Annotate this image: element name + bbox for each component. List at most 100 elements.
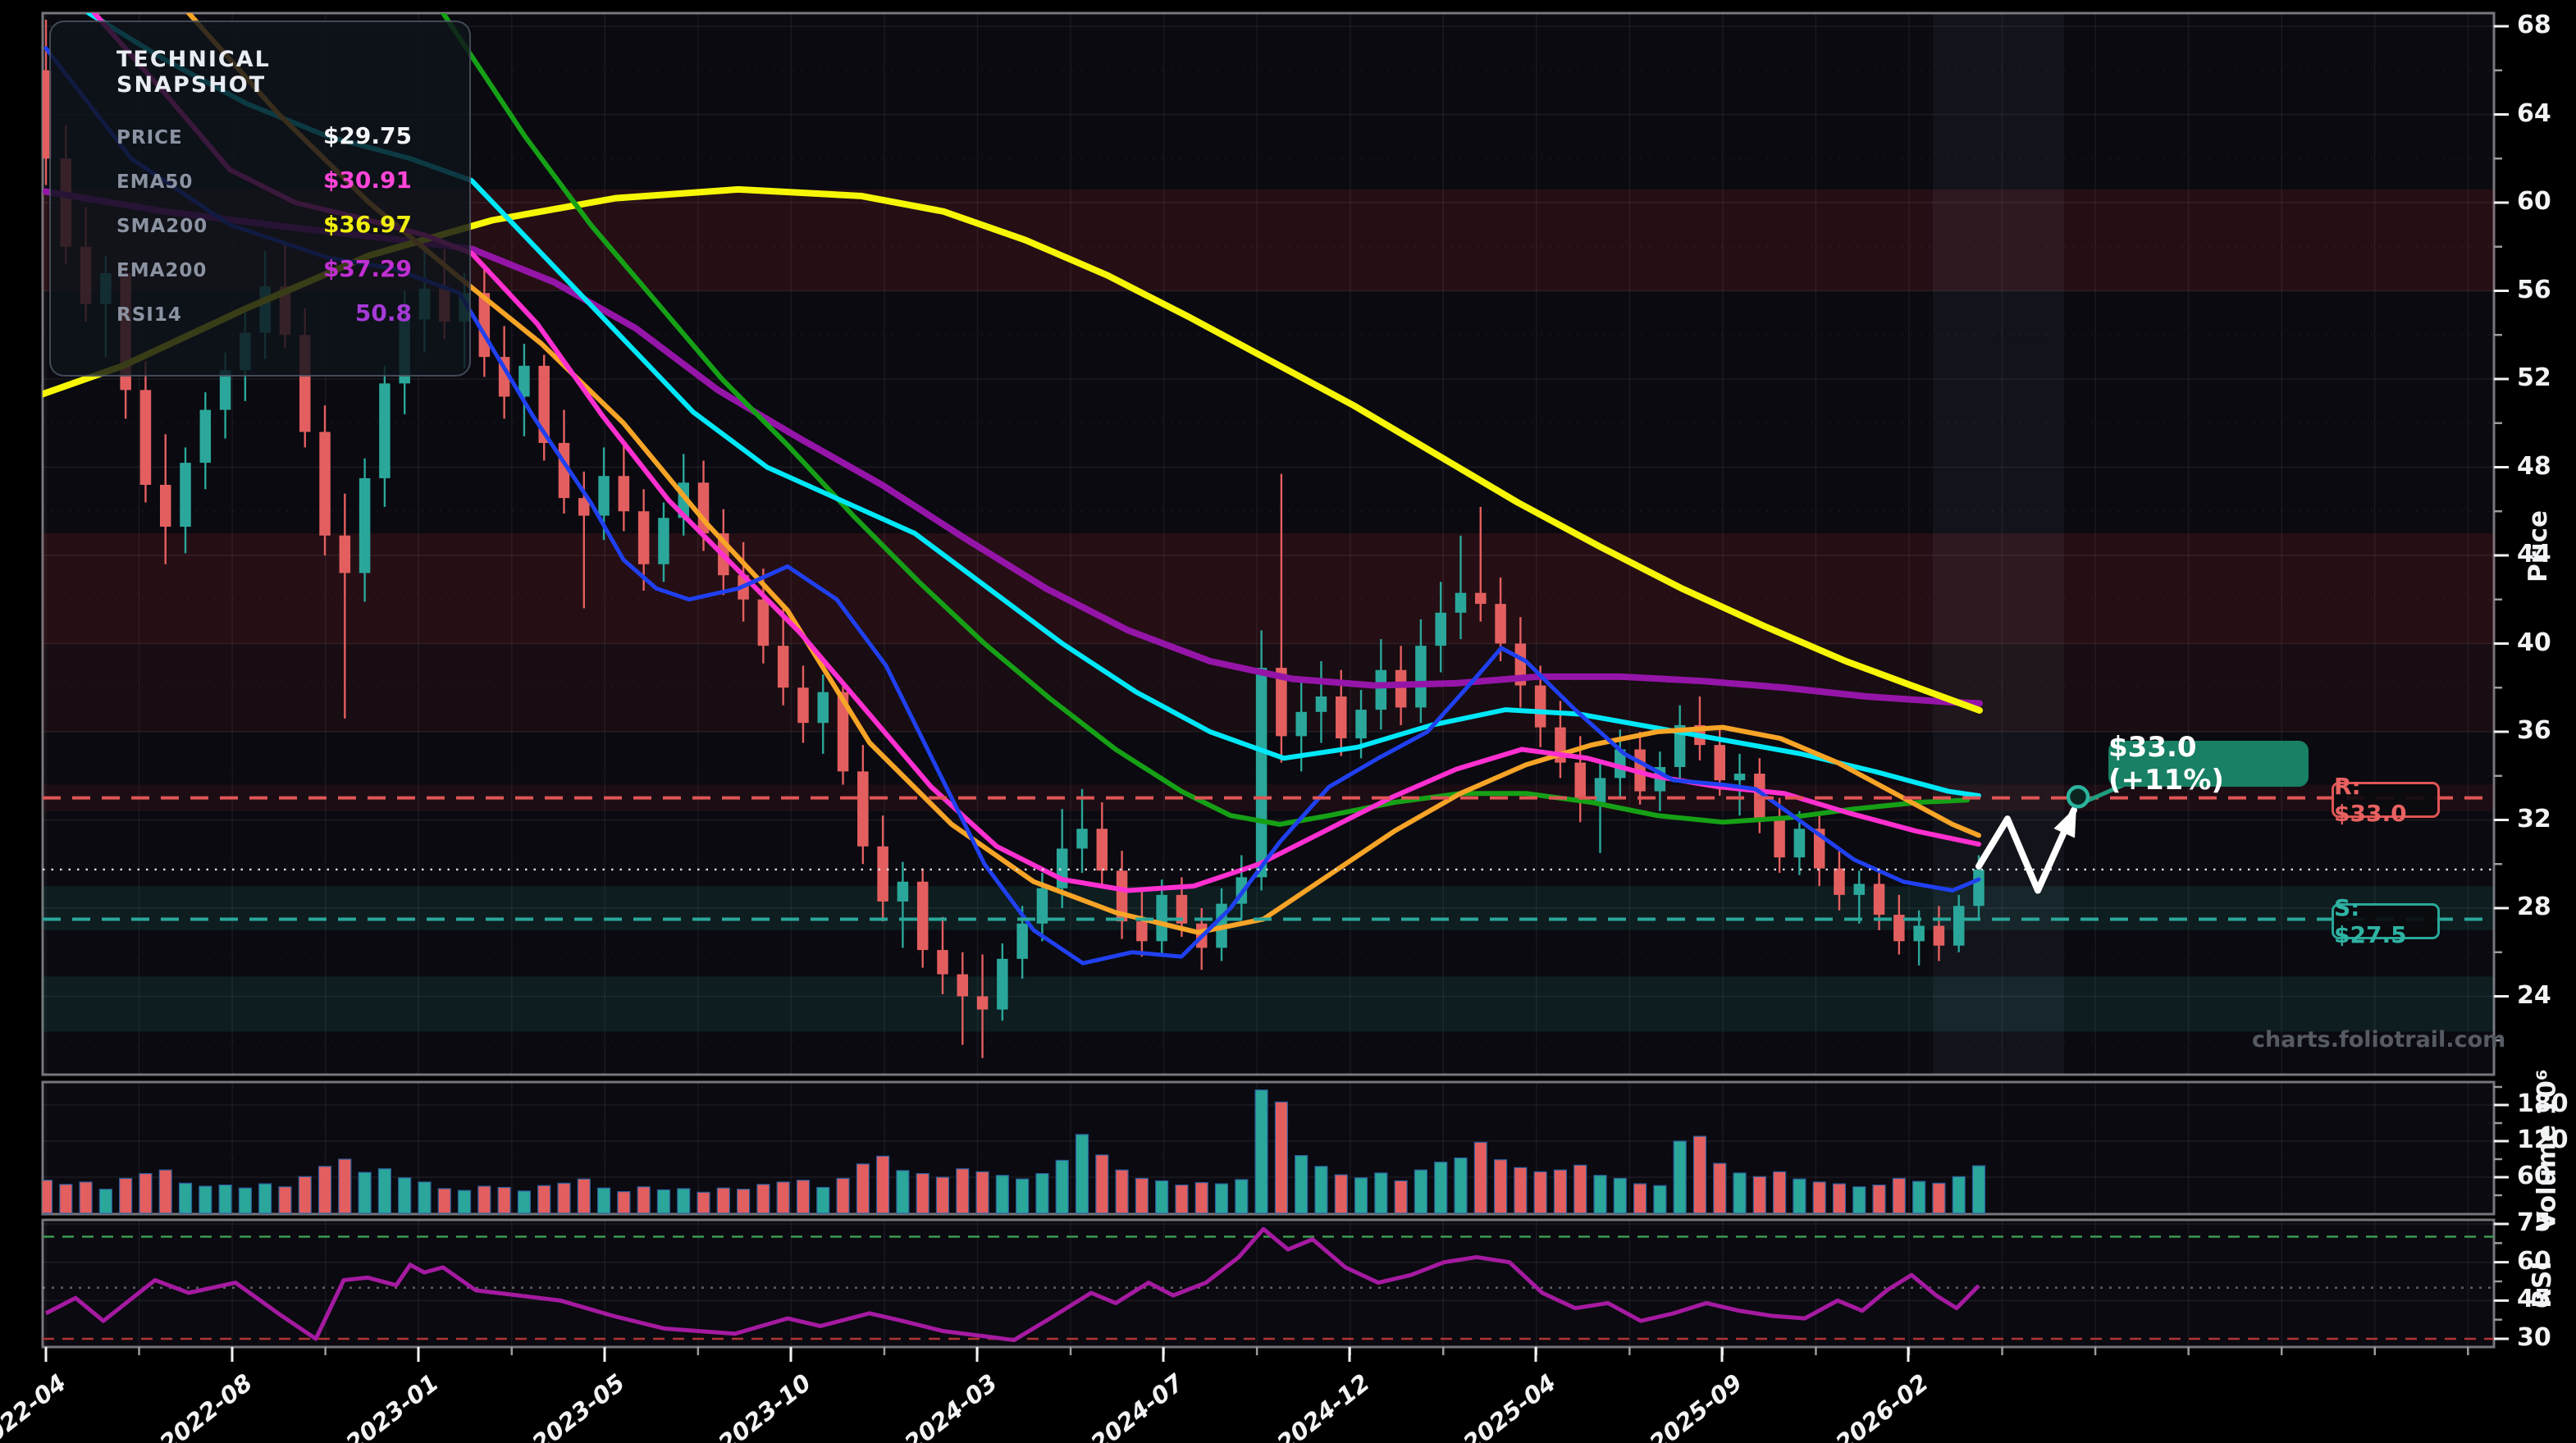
- volume-bar: [1514, 1167, 1528, 1214]
- ma-line-sma50: [441, 13, 1970, 827]
- price-tick-label: 64: [2517, 98, 2551, 128]
- snapshot-row-rsi14: RSI14 50.8: [116, 299, 412, 344]
- volume-bar: [537, 1185, 551, 1214]
- candle: [1156, 894, 1167, 942]
- volume-bar: [398, 1177, 412, 1214]
- volume-bar: [1175, 1184, 1189, 1214]
- candle: [1913, 925, 1925, 942]
- volume-bar: [836, 1177, 850, 1214]
- snapshot-row-ema200: EMA200 $37.29: [116, 255, 412, 299]
- volume-bar: [756, 1184, 770, 1214]
- volume-bar: [418, 1181, 432, 1214]
- price-tick-label: 24: [2517, 980, 2551, 1010]
- volume-bar: [1533, 1171, 1547, 1214]
- volume-bar: [1892, 1177, 1906, 1214]
- price-tick-label: 68: [2517, 11, 2551, 39]
- volume-bar: [896, 1170, 910, 1214]
- resistance-level-badge[interactable]: R: $33.0: [2332, 773, 2440, 827]
- volume-bar: [1434, 1162, 1448, 1214]
- price-tick-label: 28: [2517, 893, 2551, 921]
- volume-bar: [737, 1189, 751, 1214]
- candle: [1176, 894, 1188, 924]
- volume-bar: [98, 1189, 112, 1214]
- volume-bar: [1295, 1155, 1309, 1214]
- candle: [219, 370, 231, 410]
- candle: [618, 476, 630, 512]
- zone-band: [43, 533, 2494, 644]
- candle: [379, 383, 391, 478]
- volume-bar: [199, 1185, 212, 1214]
- volume-bar: [697, 1191, 710, 1214]
- candle: [1315, 696, 1327, 712]
- price-target-badge[interactable]: $33.0 (+11%): [2108, 731, 2309, 797]
- candle: [180, 463, 191, 527]
- snapshot-row-label: PRICE: [116, 127, 183, 148]
- volume-bar: [119, 1177, 133, 1214]
- candle: [837, 692, 849, 772]
- volume-bar: [1872, 1184, 1886, 1214]
- candle: [139, 390, 152, 485]
- volume-bar: [1473, 1141, 1487, 1214]
- volume-bar: [935, 1176, 950, 1214]
- volume-bar: [796, 1180, 811, 1214]
- volume-tick-label: 60: [2517, 1162, 2551, 1190]
- candle: [1793, 829, 1806, 858]
- candle: [916, 881, 929, 951]
- candle: [1834, 868, 1845, 895]
- volume-bar: [856, 1163, 870, 1214]
- target-marker: [2066, 785, 2090, 809]
- snapshot-row-sma200: SMA200 $36.97: [116, 211, 412, 255]
- rsi-tick-label: 60: [2517, 1246, 2551, 1276]
- candle: [1136, 921, 1148, 942]
- candle: [1096, 829, 1108, 871]
- volume-bar: [557, 1182, 571, 1214]
- price-tick-label: 48: [2517, 451, 2551, 481]
- zone-band: [43, 643, 2494, 732]
- volume-bar: [1773, 1171, 1787, 1214]
- candle: [1933, 925, 1945, 946]
- volume-bar: [1793, 1178, 1806, 1214]
- volume-bar: [1653, 1185, 1667, 1214]
- volume-bar: [1613, 1177, 1627, 1214]
- support-level-badge[interactable]: S: $27.5: [2332, 894, 2440, 948]
- candle: [538, 365, 550, 443]
- candle: [937, 950, 948, 975]
- price-tick-label: 32: [2517, 804, 2551, 833]
- volume-bar: [596, 1187, 611, 1214]
- candle: [1435, 612, 1446, 646]
- zone-band: [43, 976, 2494, 1032]
- snapshot-row-label: RSI14: [116, 304, 182, 326]
- volume-bar: [1075, 1134, 1089, 1214]
- volume-bar: [617, 1191, 631, 1214]
- volume-bar: [716, 1187, 730, 1214]
- volume-bar: [1135, 1177, 1149, 1214]
- candle: [1276, 668, 1287, 737]
- price-tick-label: 36: [2517, 716, 2551, 745]
- candle: [877, 846, 888, 902]
- volume-bar: [317, 1166, 332, 1214]
- panel-rows: PRICE $29.75 EMA50 $30.91 SMA200 $36.97 EMA200…: [116, 122, 412, 344]
- volume-bar: [975, 1171, 989, 1214]
- volume-bar: [677, 1188, 691, 1214]
- candle: [359, 477, 371, 573]
- candle: [1375, 669, 1387, 710]
- candle: [1534, 685, 1546, 728]
- volume-bar: [1454, 1157, 1468, 1214]
- candle: [159, 485, 171, 527]
- volume-bar: [1274, 1101, 1288, 1214]
- price-tick-label: 60: [2517, 187, 2551, 216]
- volume-bar: [43, 1180, 53, 1214]
- volume-bar: [1115, 1169, 1129, 1214]
- candle: [1674, 724, 1686, 767]
- technical-snapshot-panel: TECHNICAL SNAPSHOT PRICE $29.75 EMA50 $30.9…: [49, 21, 471, 377]
- volume-bar: [1573, 1164, 1587, 1214]
- volume-bar: [577, 1178, 591, 1214]
- price-target-label: $33.0 (+11%): [2108, 731, 2224, 797]
- volume-bar: [1673, 1140, 1687, 1214]
- snapshot-row-value: 50.8: [354, 299, 412, 327]
- candle: [957, 974, 969, 997]
- price-tick-label: 52: [2517, 363, 2551, 392]
- volume-bar: [1214, 1183, 1229, 1214]
- candle: [199, 409, 212, 463]
- volume-bar: [1374, 1172, 1388, 1214]
